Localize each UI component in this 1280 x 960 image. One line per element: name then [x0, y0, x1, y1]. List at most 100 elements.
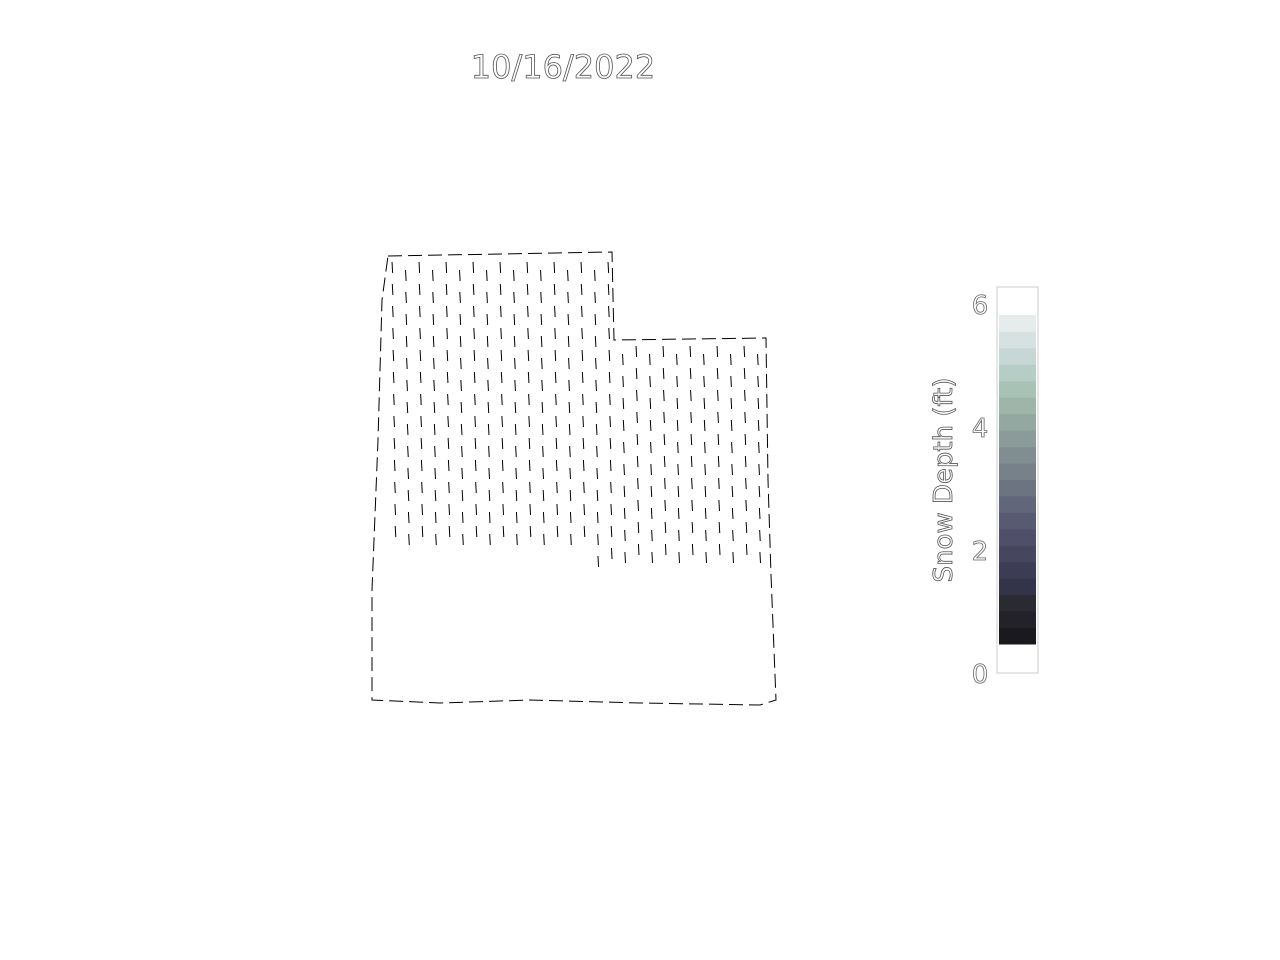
cell-mark [732, 551, 735, 564]
cell-mark [649, 353, 651, 366]
cell-mark [448, 525, 451, 538]
cell-mark [595, 401, 598, 414]
region-cell-marks [391, 261, 762, 568]
cell-mark [580, 261, 583, 274]
cell-mark [502, 525, 505, 538]
cell-mark [556, 525, 559, 538]
cell-mark [460, 379, 462, 392]
cell-mark [730, 353, 732, 366]
cell-mark [676, 375, 678, 388]
cell-mark [731, 485, 734, 498]
cell-mark [418, 261, 421, 274]
cell-mark [527, 327, 529, 340]
cell-mark [486, 313, 489, 326]
cell-mark [432, 313, 435, 326]
cell-mark [462, 533, 464, 546]
cell-mark [421, 525, 424, 538]
cell-mark [501, 437, 504, 450]
cell-mark [704, 485, 707, 498]
cell-mark [758, 485, 761, 498]
cell-mark [689, 345, 692, 358]
cell-mark [609, 437, 612, 450]
cell-mark [445, 283, 448, 296]
cell-mark [391, 283, 394, 296]
cell-mark [597, 533, 599, 546]
cell-mark [420, 459, 423, 472]
cell-mark [554, 371, 557, 384]
cell-mark [487, 401, 490, 414]
cell-mark [569, 467, 571, 480]
cell-mark [420, 437, 423, 450]
cell-mark [473, 327, 475, 340]
cell-mark [758, 441, 760, 454]
cell-mark [406, 357, 408, 370]
cell-mark [540, 269, 542, 282]
cell-mark [529, 525, 532, 538]
cell-mark [488, 511, 491, 524]
cell-mark [567, 313, 570, 326]
cell-mark [663, 411, 665, 424]
cell-mark [515, 489, 518, 502]
cell-mark [678, 529, 680, 542]
cell-mark [635, 367, 638, 380]
cell-mark [513, 335, 516, 348]
cell-mark [691, 499, 693, 512]
cell-mark [542, 511, 545, 524]
cell-mark [461, 467, 463, 480]
cell-mark [567, 291, 569, 304]
cell-mark [743, 367, 746, 380]
cell-mark [583, 503, 586, 516]
cell-mark [662, 367, 665, 380]
cell-mark [489, 533, 491, 546]
cell-mark [745, 499, 747, 512]
cell-mark [459, 335, 462, 348]
cell-mark [757, 375, 759, 388]
colorbar-swatch [999, 594, 1036, 612]
cell-mark [607, 261, 610, 274]
colorbar-swatch [999, 479, 1036, 497]
cell-mark [434, 511, 437, 524]
cell-mark [567, 335, 570, 348]
cell-mark [445, 261, 448, 274]
cell-mark [676, 397, 679, 410]
cell-mark [434, 489, 437, 502]
cell-mark [433, 379, 435, 392]
cell-mark [542, 445, 544, 458]
cell-mark [718, 477, 720, 490]
cell-mark [745, 477, 747, 490]
cell-mark [486, 291, 488, 304]
cell-mark [582, 393, 584, 406]
cell-mark [607, 283, 610, 296]
cell-mark [581, 349, 584, 362]
cell-mark [407, 489, 410, 502]
cell-mark [515, 445, 517, 458]
colorbar-swatch [999, 397, 1036, 415]
colorbar-label: Snow Depth (ft) [929, 377, 959, 582]
cell-mark [624, 529, 626, 542]
cell-mark [596, 445, 598, 458]
cell-mark [731, 463, 733, 476]
cell-mark [542, 467, 544, 480]
cell-mark [502, 481, 504, 494]
cell-mark [677, 507, 680, 520]
cell-mark [447, 393, 449, 406]
cell-mark [732, 529, 734, 542]
cell-mark [744, 455, 747, 468]
cell-mark [406, 379, 408, 392]
cell-mark [460, 357, 462, 370]
cell-mark [663, 389, 665, 402]
colorbar: 0 2 4 6 Snow Depth (ft) [929, 286, 1039, 690]
cell-mark [500, 349, 503, 362]
cell-mark [499, 261, 502, 274]
cell-mark [447, 437, 450, 450]
cell-mark [757, 397, 760, 410]
cell-mark [460, 401, 463, 414]
cell-mark [515, 467, 517, 480]
cell-mark [526, 261, 529, 274]
cell-mark [609, 459, 612, 472]
cell-mark [459, 313, 462, 326]
cell-mark [690, 389, 692, 402]
cell-mark [636, 411, 638, 424]
cell-mark [730, 375, 732, 388]
cell-mark [473, 371, 476, 384]
